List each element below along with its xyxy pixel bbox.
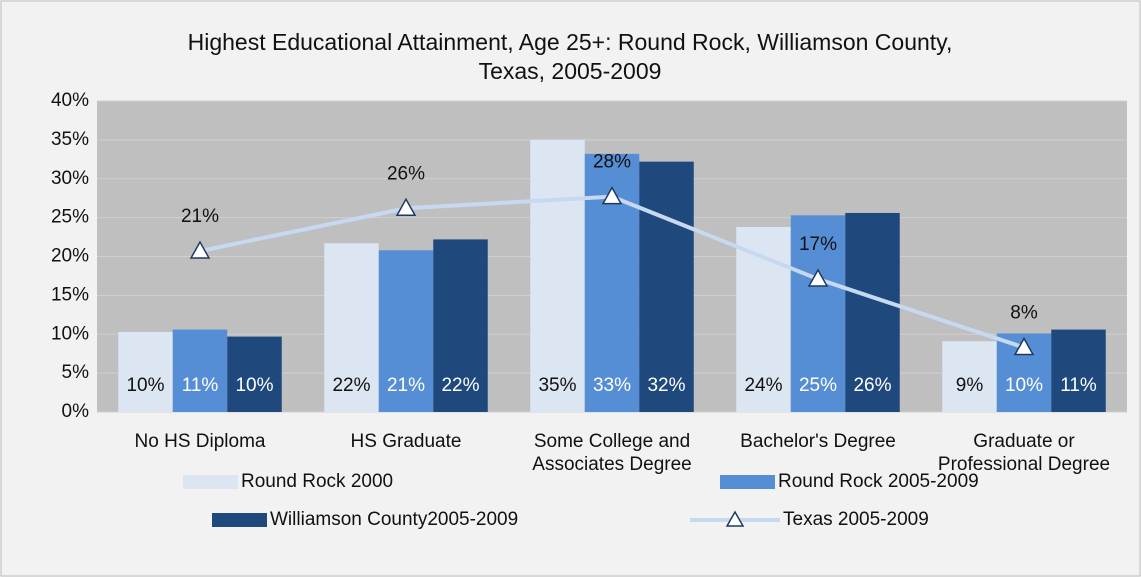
marker [1013,336,1035,356]
marker [601,186,623,205]
data-label: 8% [1010,302,1038,323]
x-tick-label: HS Graduate [350,431,462,452]
bar [639,161,694,412]
legend-label: Williamson County2005-2009 [270,509,518,530]
y-tick-label: 5% [62,362,90,383]
data-label: 9% [956,375,984,396]
bar [790,215,846,412]
legend-marker [725,510,745,527]
x-tick-label: Graduate or Professional Degree [937,431,1111,475]
data-label: 10% [1005,375,1043,396]
data-label: 28% [593,152,631,173]
bar [378,250,434,412]
bar [324,243,379,412]
bar [530,139,585,412]
data-label: 10% [235,375,273,396]
y-tick-label: 25% [51,207,89,228]
legend-label: Round Rock 2000 [241,471,393,492]
x-tick-label: No HS Diploma [134,431,266,452]
data-label: 11% [1060,375,1097,396]
legend-swatch [183,475,238,489]
bar [227,336,282,412]
bar [942,341,997,412]
legend-label: Texas 2005-2009 [783,509,929,530]
bar [1051,329,1106,412]
data-label: 21% [181,206,219,227]
legend-label: Round Rock 2005-2009 [778,471,979,492]
y-tick-label: 10% [51,323,89,344]
data-label: 33% [593,375,631,396]
bar [118,331,173,412]
bar [172,329,228,412]
bar [845,212,900,412]
x-tick-label: Some College and Associates Degree [532,431,692,475]
chart-title: Highest Educational Attainment, Age 25+:… [187,29,953,84]
y-tick-label: 15% [51,284,89,305]
data-label: 25% [799,375,837,396]
y-tick-label: 0% [62,401,90,422]
data-label: 24% [744,375,782,396]
y-tick-label: 40% [51,90,89,111]
data-label: 26% [387,163,425,184]
y-tick-label: 30% [51,168,89,189]
data-label: 35% [538,375,576,396]
data-label: 21% [387,375,425,396]
legend-swatch [720,475,775,489]
bar [433,239,488,412]
data-label: 17% [799,234,837,255]
data-label: 22% [441,375,479,396]
data-label: 11% [182,375,219,396]
y-tick-label: 20% [51,246,89,267]
marker [189,240,211,259]
data-label: 26% [853,375,891,396]
x-tick-label: Bachelor's Degree [740,431,896,452]
data-label: 22% [332,375,370,396]
marker [395,197,417,217]
data-label: 10% [126,375,164,396]
data-label: 32% [647,375,685,396]
y-tick-label: 35% [51,129,89,150]
legend-swatch [212,513,267,527]
marker [807,268,829,287]
